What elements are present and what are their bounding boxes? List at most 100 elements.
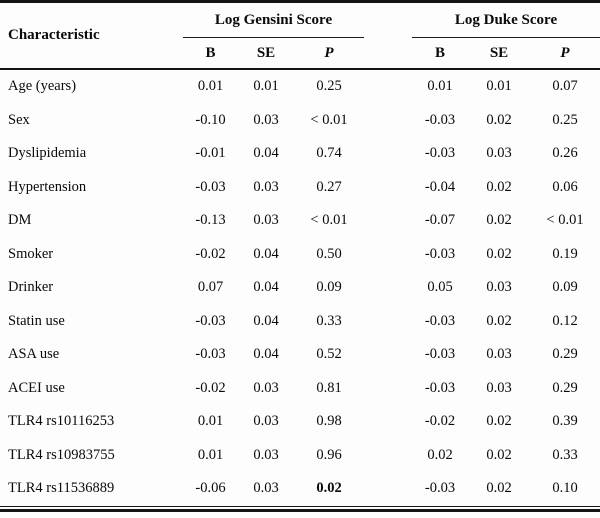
table-row: TLR4 rs10983755 0.01 0.03 0.96 0.02 0.02… bbox=[0, 439, 600, 473]
cell-gensini-p: 0.09 bbox=[316, 279, 342, 296]
spacer-cell bbox=[364, 238, 412, 272]
cell-gensini-p: 0.25 bbox=[316, 78, 342, 95]
cell-gensini-p: 0.96 bbox=[316, 446, 342, 463]
subheader-gensini-se: SE bbox=[238, 37, 294, 70]
cell-duke-p: 0.39 bbox=[552, 413, 578, 430]
row-label: Hypertension bbox=[8, 178, 87, 195]
table-row: TLR4 rs10116253 0.01 0.03 0.98 -0.02 0.0… bbox=[0, 405, 600, 439]
cell-duke-se: 0.02 bbox=[486, 413, 512, 430]
cell-duke-se: 0.02 bbox=[486, 245, 512, 262]
row-label: ACEI use bbox=[8, 379, 65, 396]
cell-duke-se: 0.03 bbox=[486, 346, 512, 363]
cell-duke-b: -0.03 bbox=[424, 245, 456, 262]
column-header-characteristic: Characteristic bbox=[0, 1, 183, 70]
cell-duke-se: 0.02 bbox=[486, 212, 512, 229]
row-label: DM bbox=[8, 212, 32, 229]
cell-gensini-se: 0.04 bbox=[253, 279, 279, 296]
cell-gensini-p-significant: 0.02 bbox=[316, 480, 342, 497]
table-row: Drinker 0.07 0.04 0.09 0.05 0.03 0.09 bbox=[0, 271, 600, 305]
cell-duke-p: 0.12 bbox=[552, 312, 578, 329]
group-header-duke: Log Duke Score bbox=[412, 1, 600, 38]
cell-gensini-p: 0.74 bbox=[316, 145, 342, 162]
subheader-duke-p: P bbox=[530, 37, 600, 70]
cell-duke-p: 0.09 bbox=[552, 279, 578, 296]
table-row: Dyslipidemia -0.01 0.04 0.74 -0.03 0.03 … bbox=[0, 137, 600, 171]
spacer-cell bbox=[364, 137, 412, 171]
cell-gensini-p: 0.52 bbox=[316, 346, 342, 363]
cell-duke-b: -0.03 bbox=[424, 480, 456, 497]
subheader-gensini-b: B bbox=[183, 37, 238, 70]
row-label: Sex bbox=[8, 111, 30, 128]
cell-duke-se: 0.02 bbox=[486, 178, 512, 195]
cell-gensini-b: -0.13 bbox=[195, 212, 226, 229]
cell-duke-b: -0.03 bbox=[424, 312, 456, 329]
cell-duke-se: 0.02 bbox=[486, 480, 512, 497]
cell-duke-p: 0.29 bbox=[552, 379, 578, 396]
cell-gensini-b: -0.01 bbox=[195, 145, 226, 162]
cell-gensini-b: 0.01 bbox=[197, 78, 224, 95]
cell-duke-p: 0.33 bbox=[552, 446, 578, 463]
cell-duke-se: 0.02 bbox=[486, 111, 512, 128]
cell-duke-b: -0.04 bbox=[424, 178, 456, 195]
table-row: Hypertension -0.03 0.03 0.27 -0.04 0.02 … bbox=[0, 171, 600, 205]
row-label: ASA use bbox=[8, 346, 60, 363]
cell-gensini-b: 0.07 bbox=[197, 279, 224, 296]
table-row: Statin use -0.03 0.04 0.33 -0.03 0.02 0.… bbox=[0, 305, 600, 339]
cell-gensini-se: 0.04 bbox=[253, 245, 279, 262]
row-label: TLR4 rs10116253 bbox=[8, 413, 115, 430]
cell-duke-b: -0.03 bbox=[424, 346, 456, 363]
cell-duke-p: < 0.01 bbox=[546, 212, 584, 229]
spacer-cell bbox=[364, 472, 412, 506]
spacer-cell bbox=[364, 305, 412, 339]
spacer-cell bbox=[364, 204, 412, 238]
subheader-duke-b: B bbox=[412, 37, 468, 70]
cell-gensini-b: 0.01 bbox=[197, 413, 224, 430]
cell-gensini-b: 0.01 bbox=[197, 446, 224, 463]
cell-duke-p: 0.29 bbox=[552, 346, 578, 363]
spacer-cell bbox=[364, 271, 412, 305]
cell-gensini-se: 0.03 bbox=[253, 212, 279, 229]
group-header-gensini: Log Gensini Score bbox=[183, 1, 364, 38]
cell-duke-se: 0.03 bbox=[486, 379, 512, 396]
cell-gensini-se: 0.03 bbox=[253, 480, 279, 497]
cell-gensini-se: 0.04 bbox=[253, 346, 279, 363]
cell-gensini-se: 0.03 bbox=[253, 446, 279, 463]
cell-duke-se: 0.02 bbox=[486, 312, 512, 329]
cell-gensini-se: 0.03 bbox=[253, 379, 279, 396]
cell-duke-se: 0.01 bbox=[486, 78, 512, 95]
table-row: TLR4 rs11536889 -0.06 0.03 0.02 -0.03 0.… bbox=[0, 472, 600, 506]
cell-gensini-se: 0.01 bbox=[253, 78, 279, 95]
cell-duke-p: 0.10 bbox=[552, 480, 578, 497]
cell-duke-se: 0.03 bbox=[486, 279, 512, 296]
spacer-cell bbox=[364, 439, 412, 473]
cell-gensini-p: 0.33 bbox=[316, 312, 342, 329]
row-label: Statin use bbox=[8, 312, 65, 329]
cell-duke-se: 0.03 bbox=[486, 145, 512, 162]
cell-gensini-p: < 0.01 bbox=[310, 111, 348, 128]
cell-gensini-p: < 0.01 bbox=[310, 212, 348, 229]
cell-gensini-b: -0.03 bbox=[195, 178, 226, 195]
row-label: Age (years) bbox=[8, 78, 77, 95]
table-header: Characteristic Log Gensini Score Log Duk… bbox=[0, 1, 600, 70]
cell-gensini-se: 0.03 bbox=[253, 413, 279, 430]
cell-duke-b: -0.03 bbox=[424, 145, 456, 162]
cell-duke-b: -0.02 bbox=[424, 413, 456, 430]
cell-duke-p: 0.25 bbox=[552, 111, 578, 128]
cell-duke-b: 0.02 bbox=[427, 446, 453, 463]
subheader-gensini-p: P bbox=[294, 37, 364, 70]
spacer-column bbox=[364, 1, 412, 70]
row-label: Drinker bbox=[8, 279, 54, 296]
spacer-cell bbox=[364, 69, 412, 104]
cell-gensini-b: -0.03 bbox=[195, 346, 226, 363]
table-row: ACEI use -0.02 0.03 0.81 -0.03 0.03 0.29 bbox=[0, 372, 600, 406]
spacer-cell bbox=[364, 405, 412, 439]
cell-gensini-se: 0.03 bbox=[253, 178, 279, 195]
cell-duke-b: -0.03 bbox=[424, 111, 456, 128]
cell-gensini-b: -0.02 bbox=[195, 379, 226, 396]
cell-duke-se: 0.02 bbox=[486, 446, 512, 463]
cell-duke-p: 0.06 bbox=[552, 178, 578, 195]
cell-duke-b: -0.07 bbox=[424, 212, 456, 229]
subheader-duke-se: SE bbox=[468, 37, 530, 70]
table-body: Age (years) 0.01 0.01 0.25 0.01 0.01 0.0… bbox=[0, 69, 600, 506]
cell-gensini-b: -0.02 bbox=[195, 245, 226, 262]
